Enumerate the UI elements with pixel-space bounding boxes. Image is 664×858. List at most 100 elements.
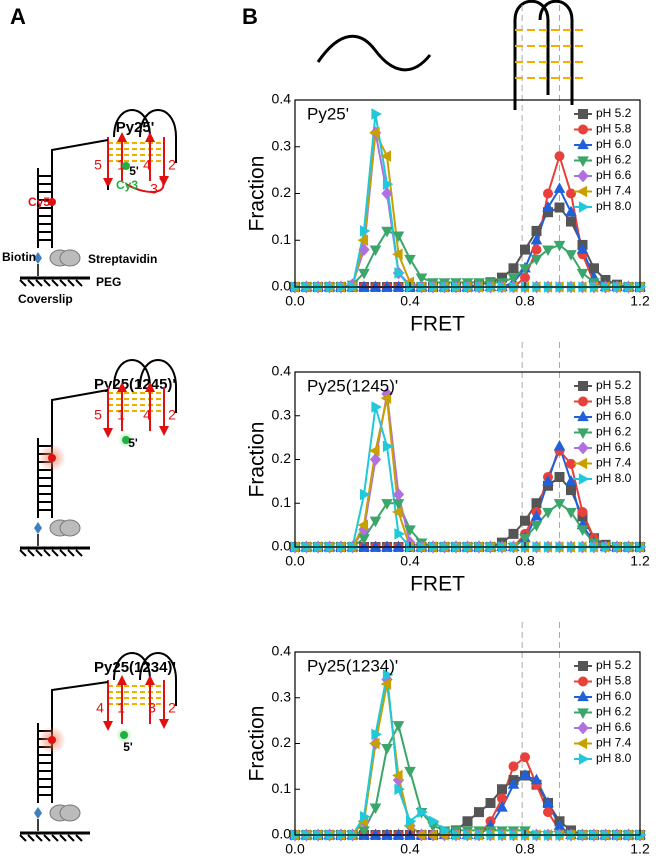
marker (369, 444, 380, 457)
marker (565, 205, 577, 217)
legend-marker (578, 124, 588, 135)
marker (566, 188, 576, 199)
marker (394, 528, 405, 540)
legend-label: pH 7.4 (596, 456, 632, 470)
y-tick-label: 0.0 (272, 278, 292, 294)
marker (554, 202, 565, 213)
y-tick-label: 0.0 (272, 826, 292, 842)
y-tick-label: 0.4 (272, 643, 292, 659)
marker (369, 803, 382, 814)
marker (369, 540, 382, 552)
label: Coverslip (18, 292, 73, 306)
marker (382, 669, 394, 681)
x-tick-label: 0.8 (515, 841, 535, 857)
legend-label: pH 6.0 (596, 137, 632, 151)
marker (381, 280, 393, 292)
marker (369, 280, 382, 292)
marker (404, 766, 416, 778)
diagram-title: Py25(1234)' (94, 659, 176, 676)
marker (507, 778, 520, 789)
legend-label: pH 8.0 (596, 199, 632, 213)
strand-label: 3 (150, 181, 158, 197)
marker (542, 474, 554, 486)
marker (530, 773, 543, 785)
legend-label: pH 5.8 (596, 674, 632, 688)
legend-marker (576, 185, 588, 198)
y-tick-label: 0.3 (272, 688, 292, 704)
legend-marker (577, 169, 589, 183)
marker (394, 267, 405, 279)
marker (392, 769, 403, 782)
marker (565, 250, 577, 261)
marker (392, 540, 405, 552)
label: Streptavidin (88, 252, 157, 266)
strand-label: 2 (168, 407, 176, 423)
legend-marker (578, 661, 588, 671)
marker (577, 507, 588, 517)
marker (530, 233, 543, 245)
marker (440, 824, 451, 837)
y-axis-label: Fraction (246, 706, 269, 782)
marker (369, 453, 382, 466)
chart-title: Py25' (307, 104, 349, 123)
legend-marker (577, 410, 589, 422)
marker (576, 525, 589, 536)
marker (358, 280, 370, 292)
legend-marker (578, 473, 590, 485)
legend-marker (578, 676, 588, 687)
plot-frame (294, 99, 641, 288)
marker (553, 182, 566, 193)
marker (359, 488, 371, 501)
five-prime: 5' (123, 740, 133, 754)
legend-marker (577, 156, 589, 167)
marker (497, 784, 507, 795)
marker (474, 807, 484, 818)
marker (392, 488, 405, 501)
five-prime: 5' (128, 436, 138, 450)
marker (542, 245, 554, 257)
panel-label: B (242, 4, 258, 29)
legend-label: pH 6.0 (596, 689, 632, 703)
chart-title: Py25(1245)' (307, 376, 398, 395)
marker (543, 188, 553, 199)
marker (507, 273, 520, 285)
marker (358, 243, 370, 256)
marker (508, 528, 519, 539)
label: Biotin (2, 250, 36, 264)
legend-marker (577, 721, 589, 735)
strand-label: 1 (117, 700, 125, 716)
marker (542, 201, 554, 212)
marker (576, 268, 589, 280)
marker (380, 150, 392, 162)
legend-label: pH 7.4 (596, 736, 632, 750)
marker (382, 178, 394, 190)
strand-label: 4 (143, 157, 151, 173)
marker (554, 151, 565, 162)
y-tick-label: 0.4 (272, 363, 292, 379)
marker (369, 516, 382, 528)
marker (553, 439, 566, 451)
panel-label: A (10, 4, 26, 29)
strand-label: 2 (168, 700, 176, 716)
x-tick-label: 1.2 (630, 841, 650, 857)
y-axis-label: Fraction (246, 422, 269, 498)
legend-label: pH 6.6 (596, 720, 632, 734)
legend-marker (578, 396, 588, 407)
legend-marker (576, 457, 588, 470)
marker (520, 752, 530, 763)
x-tick-label: 1.2 (630, 293, 650, 309)
marker (508, 263, 519, 274)
marker (496, 801, 508, 812)
strand-label: 1 (117, 407, 125, 423)
marker (381, 743, 393, 755)
y-axis-label: Fraction (246, 156, 269, 232)
legend-label: pH 5.2 (596, 106, 632, 120)
legend-label: pH 5.2 (596, 658, 632, 672)
x-tick-label: 0.0 (285, 293, 305, 309)
y-tick-label: 0.3 (272, 406, 292, 422)
legend-label: pH 5.2 (596, 378, 632, 392)
unfolded-strand (316, 34, 432, 72)
folded-structure (513, 0, 585, 110)
legend-label: pH 8.0 (596, 471, 632, 485)
